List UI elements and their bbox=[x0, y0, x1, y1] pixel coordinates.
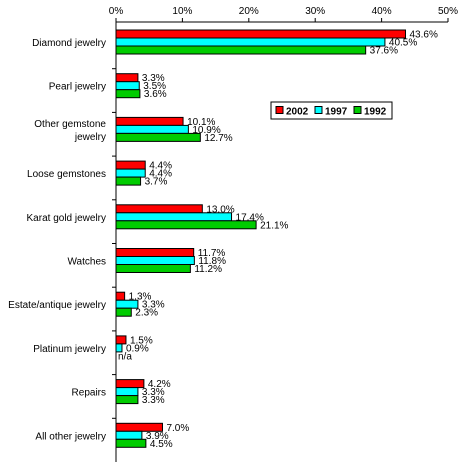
data-label: 4.2% bbox=[148, 379, 171, 390]
bar-2002 bbox=[115, 29, 407, 39]
bar-2002 bbox=[115, 379, 145, 389]
category-label: Loose gemstones bbox=[27, 169, 106, 180]
bar-1997 bbox=[115, 256, 195, 265]
data-label: 17.4% bbox=[236, 212, 264, 223]
legend-swatch-1992 bbox=[353, 106, 362, 114]
bar-1997 bbox=[115, 430, 143, 440]
data-label: 2.3% bbox=[135, 308, 158, 319]
category-label-line: All other jewelry bbox=[35, 431, 106, 442]
data-label: 3.5% bbox=[143, 81, 166, 92]
bars bbox=[115, 29, 407, 448]
category-label: Estate/antique jewelry bbox=[8, 300, 106, 311]
data-label: 1.5% bbox=[130, 335, 153, 346]
x-tick-label: 50% bbox=[438, 6, 458, 17]
data-label: 12.7% bbox=[204, 133, 232, 144]
legend-swatch-1997 bbox=[314, 106, 323, 114]
category-labels: Diamond jewelry Pearl jewelry Other gemsto… bbox=[8, 38, 106, 442]
data-label: 13.0% bbox=[206, 204, 234, 215]
bar-2002 bbox=[115, 248, 195, 257]
bar-1997 bbox=[115, 343, 123, 353]
category-label: Pearl jewelry bbox=[49, 82, 106, 93]
bar-2002 bbox=[115, 335, 127, 345]
category-label: Other gemstone jewelry bbox=[34, 119, 106, 143]
data-label: 43.6% bbox=[410, 30, 438, 41]
data-label: 11.7% bbox=[198, 248, 226, 259]
legend-label: 1992 bbox=[364, 107, 387, 118]
category-label-line: Repairs bbox=[72, 388, 106, 399]
category-label-line: Estate/antique jewelry bbox=[8, 300, 106, 311]
category-label-line: Karat gold jewelry bbox=[27, 213, 106, 224]
bar-2002 bbox=[115, 116, 184, 126]
x-tick-label: 0% bbox=[109, 6, 124, 17]
bar-1992 bbox=[115, 307, 132, 317]
bar-1992 bbox=[115, 438, 147, 448]
category-label: Watches bbox=[67, 257, 106, 268]
bar-2002 bbox=[115, 291, 126, 301]
data-label: n/a bbox=[118, 351, 132, 362]
bar-1992 bbox=[115, 45, 367, 55]
bar-2002 bbox=[115, 204, 203, 214]
data-label: 21.1% bbox=[260, 220, 288, 231]
data-labels: 43.6%40.5%37.6%3.3%3.5%3.6%10.1%10.9%12.… bbox=[118, 30, 438, 450]
bar-1997 bbox=[115, 387, 139, 397]
bar-1992 bbox=[115, 395, 139, 405]
data-label: 4.4% bbox=[149, 161, 172, 172]
data-label: 4.5% bbox=[150, 439, 173, 450]
bar-1997 bbox=[115, 37, 386, 47]
x-tick-label: 10% bbox=[172, 6, 192, 17]
data-label: 3.6% bbox=[144, 89, 167, 100]
bar-1997 bbox=[115, 168, 146, 178]
x-tick-label: 30% bbox=[305, 6, 325, 17]
category-label: Diamond jewelry bbox=[32, 38, 106, 49]
category-label-line: Loose gemstones bbox=[27, 169, 106, 180]
data-label: 1.3% bbox=[129, 292, 152, 303]
bar-2002 bbox=[115, 160, 146, 170]
bar-1992 bbox=[115, 89, 141, 99]
bar-1992 bbox=[115, 220, 257, 230]
data-label: 11.2% bbox=[194, 264, 222, 275]
category-label-line: Watches bbox=[67, 257, 106, 268]
category-label: All other jewelry bbox=[35, 431, 106, 442]
data-label: 3.3% bbox=[142, 395, 165, 406]
data-label: 3.9% bbox=[146, 431, 169, 442]
bar-1992 bbox=[115, 264, 191, 273]
bar-1997 bbox=[115, 81, 140, 91]
bar-2002 bbox=[115, 73, 139, 83]
data-label: 0.9% bbox=[126, 343, 149, 354]
legend-label: 1997 bbox=[325, 107, 348, 118]
category-label: Karat gold jewelry bbox=[27, 213, 106, 224]
data-label: 3.7% bbox=[145, 177, 168, 188]
category-label-line: Other gemstone bbox=[34, 119, 106, 130]
data-label: 3.3% bbox=[142, 73, 165, 84]
data-label: 4.4% bbox=[149, 169, 172, 180]
bar-1992 bbox=[115, 132, 201, 142]
category-label: Repairs bbox=[72, 388, 106, 399]
category-label-line: Pearl jewelry bbox=[49, 82, 106, 93]
data-label: 11.8% bbox=[198, 256, 226, 267]
data-label: 37.6% bbox=[370, 46, 398, 57]
data-label: 3.3% bbox=[142, 387, 165, 398]
data-label: 3.3% bbox=[142, 300, 165, 311]
legend: 2002 1997 1992 bbox=[270, 101, 393, 120]
legend-label: 2002 bbox=[286, 107, 309, 118]
x-tick-label: 40% bbox=[372, 6, 392, 17]
category-label-line: jewelry bbox=[74, 132, 106, 143]
x-tick-label: 20% bbox=[239, 6, 259, 17]
data-label: 10.1% bbox=[187, 117, 215, 128]
category-label: Platinum jewelry bbox=[33, 344, 106, 355]
category-label-line: Diamond jewelry bbox=[32, 38, 106, 49]
legend-swatch-2002 bbox=[275, 106, 284, 114]
data-label: 7.0% bbox=[166, 423, 189, 434]
bar-1997 bbox=[115, 124, 189, 134]
bar-1992 bbox=[115, 176, 142, 186]
legend-box bbox=[270, 101, 393, 120]
data-label: 40.5% bbox=[389, 38, 417, 49]
category-label-line: Platinum jewelry bbox=[33, 344, 106, 355]
data-label: 10.9% bbox=[192, 125, 220, 136]
